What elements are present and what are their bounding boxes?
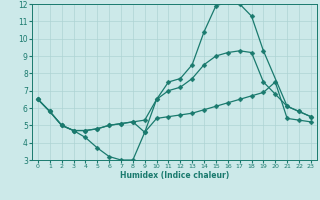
X-axis label: Humidex (Indice chaleur): Humidex (Indice chaleur) bbox=[120, 171, 229, 180]
